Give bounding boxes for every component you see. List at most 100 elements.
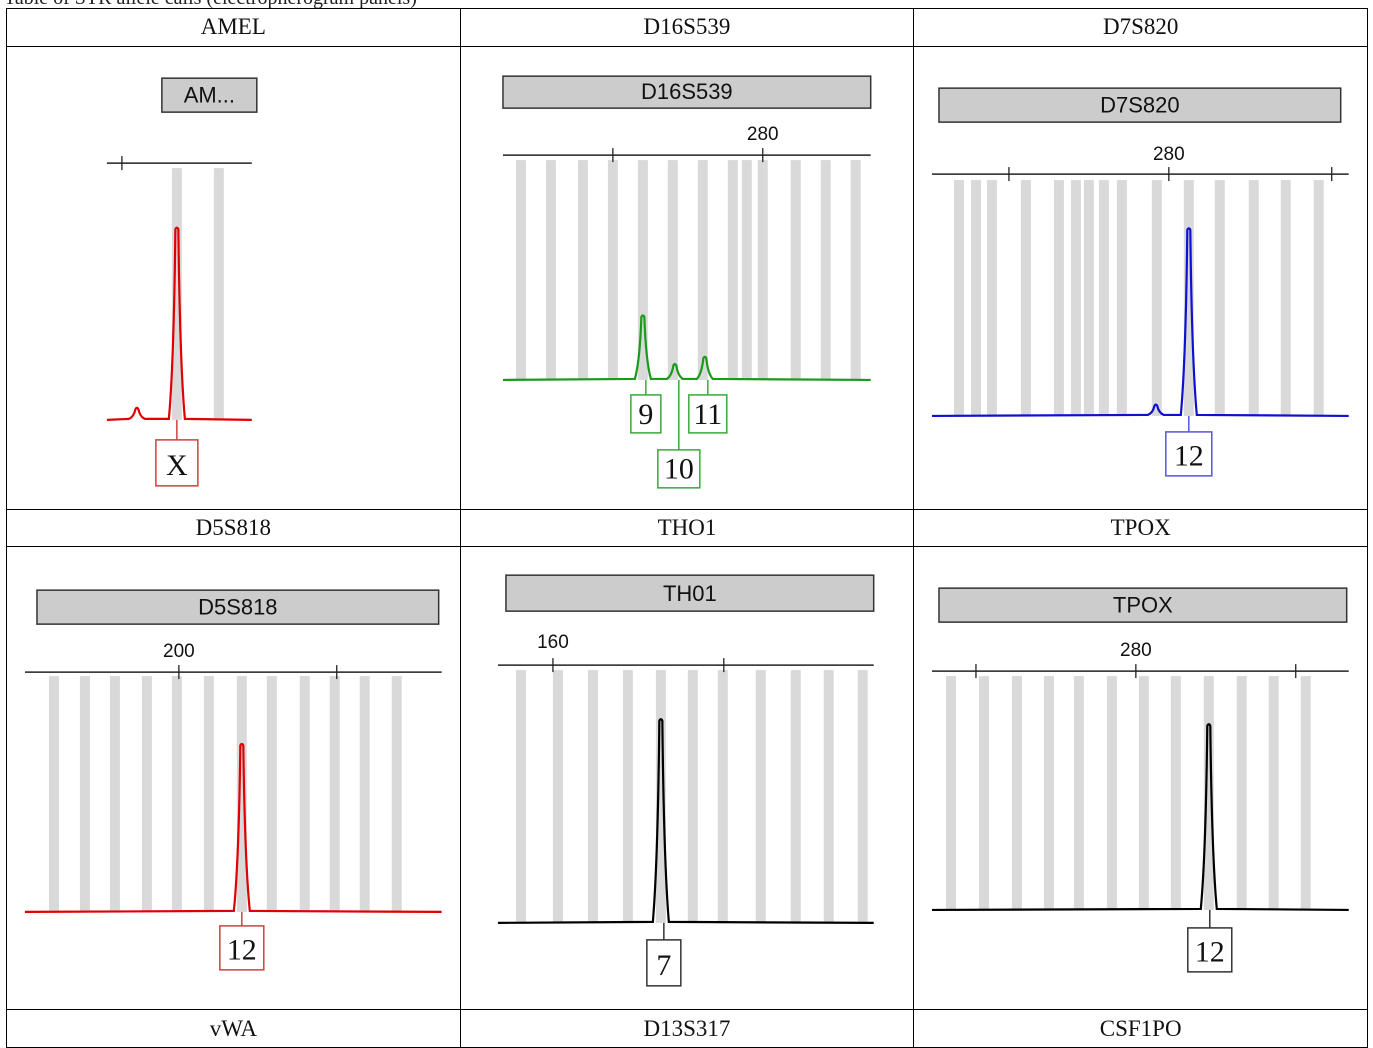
electropherogram-amel: AM... X xyxy=(106,77,258,487)
locus-label: TPOX xyxy=(913,508,1368,548)
allele-call-box xyxy=(219,925,265,971)
allele-bin xyxy=(790,159,801,380)
allele-call-label: 12 xyxy=(1174,439,1204,472)
allele-bin xyxy=(171,167,182,420)
signal-trace xyxy=(497,718,874,925)
locus-title: TH01 xyxy=(663,581,717,606)
locus-label: D13S317 xyxy=(459,1009,915,1048)
allele-bin xyxy=(823,670,834,924)
allele-bin xyxy=(741,159,752,380)
allele-bin xyxy=(1314,179,1325,416)
allele-bin xyxy=(987,179,998,416)
locus-title: D7S820 xyxy=(1100,92,1179,117)
electropherogram-cell: D7S820 280 12 xyxy=(913,45,1368,510)
allele-bin xyxy=(1281,179,1292,416)
allele-bin xyxy=(1215,179,1226,416)
allele-call-label: 7 xyxy=(656,949,671,982)
allele-call-box xyxy=(687,393,728,434)
allele-call-box xyxy=(645,939,682,987)
allele-bin xyxy=(1204,676,1215,911)
allele-bin xyxy=(857,670,868,924)
allele-bin xyxy=(727,159,738,380)
allele-bin xyxy=(515,159,526,380)
allele-bin xyxy=(755,670,766,924)
electropherogram-cell: AM... X xyxy=(6,45,461,510)
allele-bin xyxy=(236,676,247,913)
locus-label: AMEL xyxy=(6,8,461,47)
label-row: vWA D13S317 CSF1PO xyxy=(6,1009,1368,1048)
allele-bin xyxy=(687,670,698,924)
allele-bin xyxy=(299,676,310,913)
allele-bin xyxy=(1054,179,1065,416)
electropherogram-cell: TH01 160 7 xyxy=(459,546,915,1011)
allele-call-box xyxy=(155,438,199,487)
allele-bin xyxy=(637,159,648,380)
locus-title-bar xyxy=(504,574,875,613)
allele-bin xyxy=(1107,676,1118,911)
allele-bin xyxy=(1184,179,1195,416)
locus-title-bar xyxy=(36,589,440,626)
electropherogram-d16s539: D16S539 280 9 10 11 xyxy=(501,75,872,489)
allele-bin xyxy=(109,676,120,913)
allele-bin xyxy=(577,159,588,380)
allele-bin xyxy=(717,670,728,924)
locus-title: D16S539 xyxy=(641,79,733,104)
allele-bin xyxy=(979,676,990,911)
allele-bin xyxy=(790,670,801,924)
axis-tick-label: 280 xyxy=(747,124,779,145)
allele-call-label: 12 xyxy=(227,934,257,967)
allele-bin xyxy=(213,167,224,420)
allele-bin xyxy=(391,676,402,913)
allele-bin xyxy=(607,159,618,380)
allele-bin xyxy=(1152,179,1163,416)
allele-bin xyxy=(757,159,768,380)
allele-bin xyxy=(1117,179,1128,416)
allele-call-label: 9 xyxy=(638,397,653,430)
electropherogram-th01: TH01 160 7 xyxy=(497,574,875,987)
allele-call-label: 12 xyxy=(1195,936,1225,969)
allele-call-label: X xyxy=(166,448,188,481)
locus-label: D16S539 xyxy=(459,8,915,47)
allele-call-box xyxy=(1187,927,1233,973)
locus-label: vWA xyxy=(6,1009,461,1048)
locus-title-bar xyxy=(501,75,872,109)
allele-bin xyxy=(954,179,965,416)
allele-bin xyxy=(545,159,556,380)
locus-label: CSF1PO xyxy=(913,1009,1368,1048)
allele-bin xyxy=(79,676,90,913)
allele-bin xyxy=(1084,179,1095,416)
allele-bin xyxy=(587,670,598,924)
locus-title-bar xyxy=(161,77,258,113)
locus-title-bar xyxy=(938,87,1342,123)
allele-bin xyxy=(1269,676,1280,911)
allele-bin xyxy=(1099,179,1110,416)
allele-call-label: 10 xyxy=(664,452,694,485)
allele-bin xyxy=(266,676,277,913)
allele-bin xyxy=(1139,676,1150,911)
axis-tick-label: 200 xyxy=(163,641,195,662)
str-panel-table: AMEL D16S539 D7S820 AM... X D16S539 280 9 10… xyxy=(6,8,1368,1048)
allele-bin xyxy=(697,159,708,380)
allele-bin xyxy=(359,676,370,913)
allele-bin xyxy=(1171,676,1182,911)
allele-bin xyxy=(1301,676,1312,911)
allele-bin xyxy=(1237,676,1248,911)
allele-bin xyxy=(1012,676,1023,911)
allele-bin xyxy=(141,676,152,913)
allele-call-label: 11 xyxy=(693,397,722,430)
electropherogram-cell: D5S818 200 12 xyxy=(6,546,461,1011)
allele-bin xyxy=(1074,676,1085,911)
allele-bin xyxy=(1071,179,1082,416)
electropherogram-cell: D16S539 280 9 10 11 xyxy=(459,45,915,510)
allele-bin xyxy=(1021,179,1032,416)
allele-bin xyxy=(203,676,214,913)
allele-bin xyxy=(329,676,340,913)
electropherogram-cell: TPOX 280 12 xyxy=(913,546,1368,1011)
allele-bin xyxy=(1249,179,1260,416)
allele-bin xyxy=(1044,676,1055,911)
locus-title: TPOX xyxy=(1113,593,1173,618)
allele-bin xyxy=(655,670,666,924)
allele-bin xyxy=(971,179,982,416)
label-row: D5S818 THO1 TPOX xyxy=(6,508,1368,548)
